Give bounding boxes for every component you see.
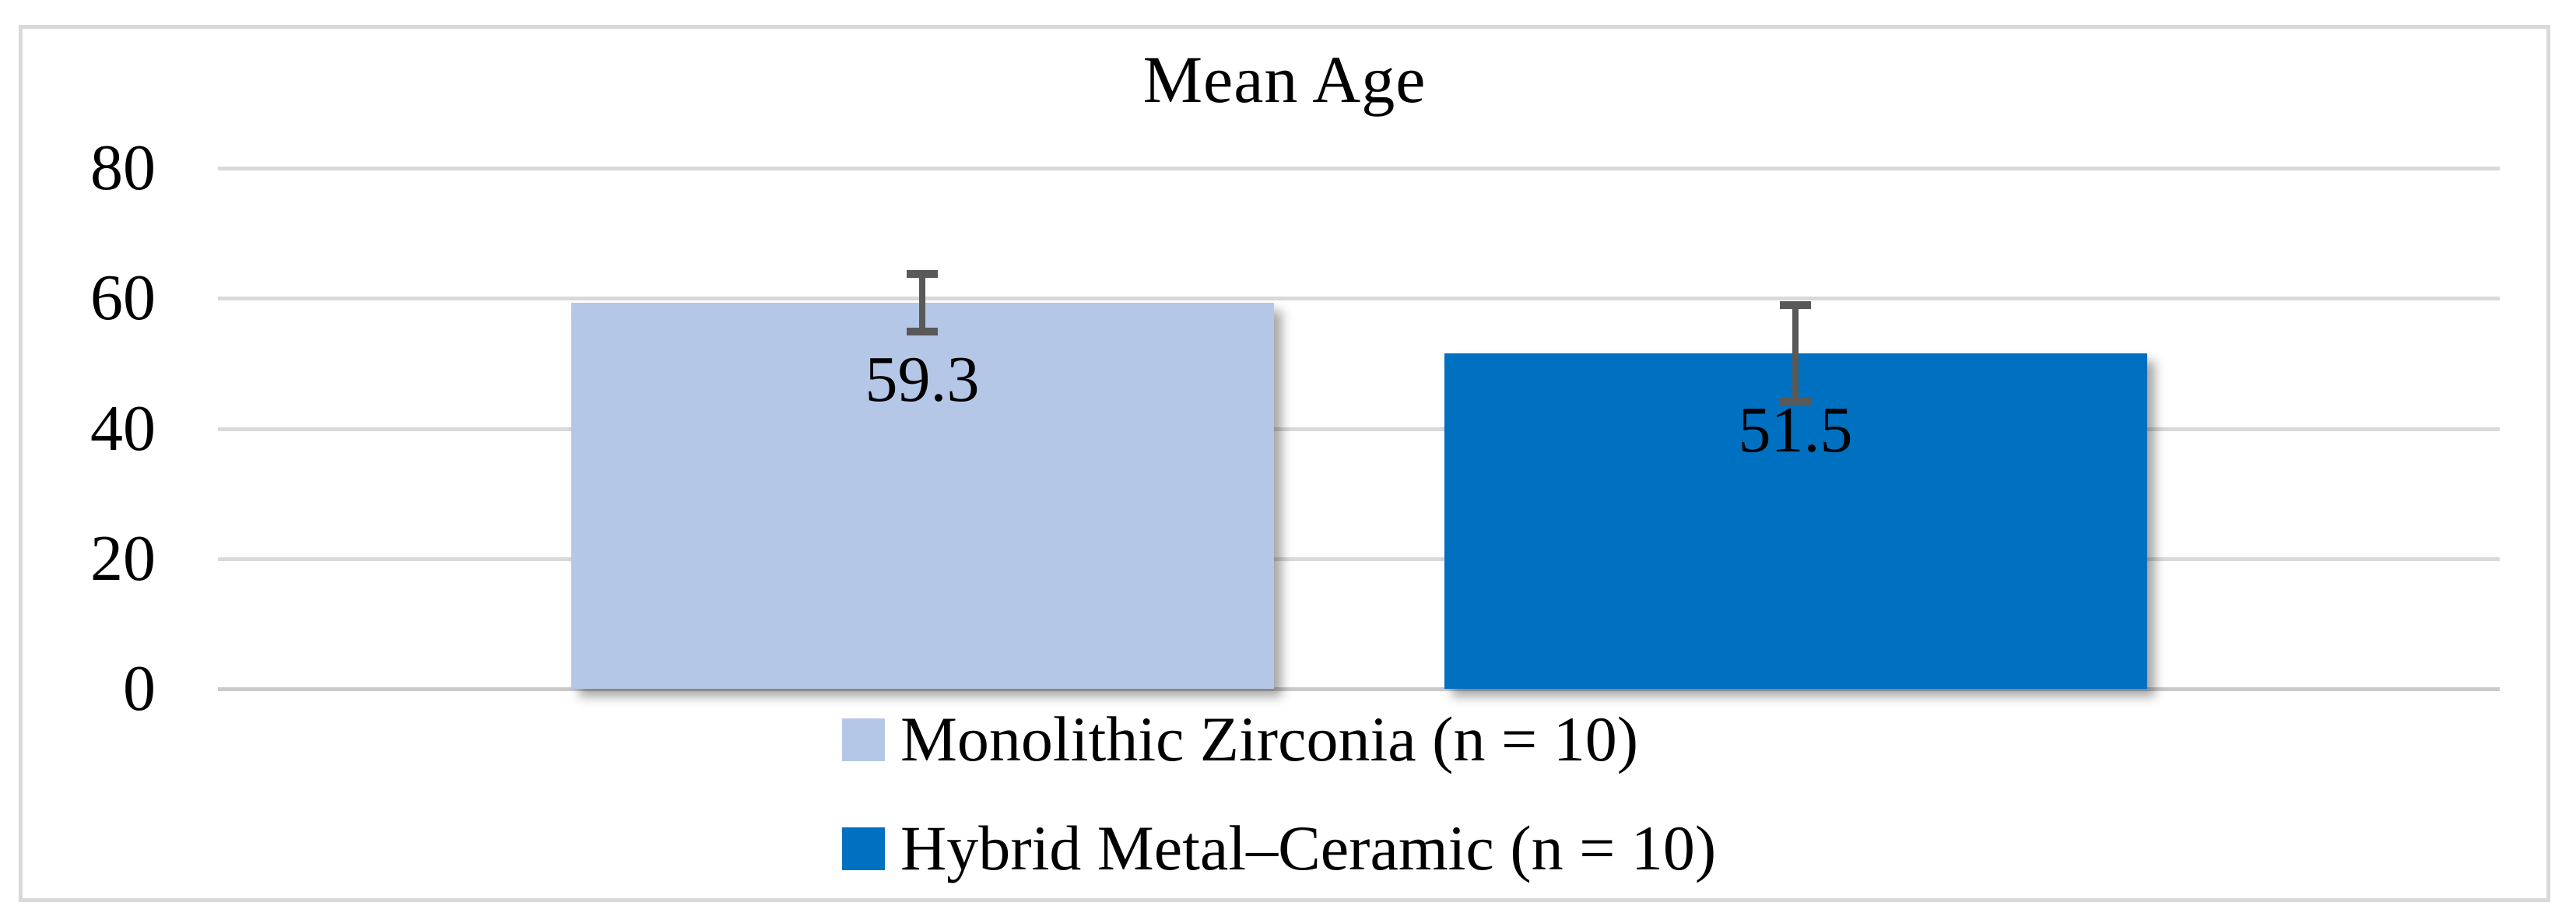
gridline — [218, 557, 2500, 561]
chart-title: Mean Age — [1142, 42, 1427, 117]
legend-label: Monolithic Zirconia (n = 10) — [900, 704, 1639, 774]
gridline — [218, 167, 2500, 170]
error-bar-cap — [1780, 398, 1811, 406]
error-bar-cap — [907, 270, 938, 279]
error-bar-cap — [1780, 301, 1811, 310]
legend-label: Hybrid Metal–Ceramic (n = 10) — [900, 813, 1717, 883]
y-axis-tick-label: 40 — [90, 392, 156, 465]
error-bar-cap — [907, 327, 938, 335]
y-axis-tick-label: 0 — [123, 652, 156, 725]
error-bar-line — [919, 270, 925, 335]
y-axis-tick-label: 80 — [90, 132, 156, 204]
legend-swatch-icon — [842, 827, 885, 870]
error-bar — [907, 270, 938, 335]
legend-item: Monolithic Zirconia (n = 10) — [842, 704, 1638, 774]
legend-swatch-icon — [842, 718, 885, 761]
y-axis-tick-label: 20 — [90, 521, 156, 595]
bar-series-1 — [1444, 353, 2147, 689]
data-label: 51.5 — [1738, 394, 1853, 467]
legend-item: Hybrid Metal–Ceramic (n = 10) — [842, 813, 1716, 883]
bar-series-0 — [570, 303, 1274, 689]
gridline — [218, 297, 2500, 301]
error-bar — [1780, 301, 1811, 406]
data-label: 59.3 — [865, 343, 980, 416]
x-axis-line — [218, 687, 2500, 691]
y-axis-tick-label: 60 — [90, 262, 156, 335]
gridline — [218, 427, 2500, 431]
error-bar-line — [1792, 301, 1799, 406]
